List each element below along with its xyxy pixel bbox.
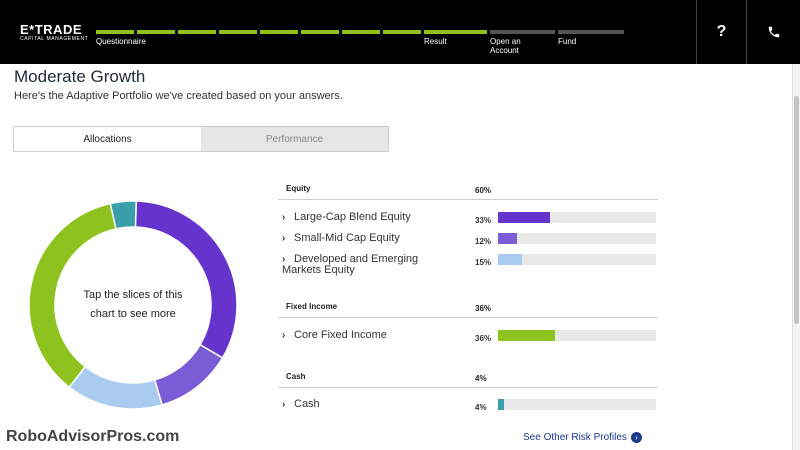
progress-segment — [137, 30, 175, 34]
allocation-bar-fill — [498, 399, 505, 410]
donut-slice[interactable] — [68, 365, 163, 410]
allocation-percent: 36% — [475, 334, 492, 343]
allocation-row[interactable]: › Core Fixed Income 36% — [278, 330, 658, 344]
top-header-bar: E*TRADE CAPITAL MANAGEMENT Questionnaire… — [0, 0, 800, 64]
step-label-fund[interactable]: Fund — [558, 37, 577, 46]
donut-slice[interactable] — [153, 343, 224, 406]
page-subtitle: Here's the Adaptive Portfolio we've crea… — [14, 90, 343, 102]
allocation-bar-track — [498, 233, 656, 244]
tab-performance[interactable]: Performance — [201, 127, 388, 151]
step-label-open-account[interactable]: Open an Account — [490, 37, 521, 55]
section-name: Cash — [286, 372, 306, 381]
section-name: Fixed Income — [286, 302, 338, 311]
phone-button[interactable] — [746, 0, 800, 64]
chevron-right-icon: › — [282, 330, 286, 341]
allocation-bar-fill — [498, 254, 522, 265]
progress-segment — [301, 30, 339, 34]
allocation-name: Cash — [294, 398, 320, 410]
allocation-row[interactable]: › Small-Mid Cap Equity 12% — [278, 233, 658, 247]
donut-center-line2: chart to see more — [90, 308, 176, 320]
allocation-donut-chart — [28, 200, 238, 410]
question-mark-icon: ? — [716, 23, 727, 40]
progress-segment — [558, 30, 624, 34]
tab-allocations[interactable]: Allocations — [14, 127, 201, 151]
allocation-bar-track — [498, 254, 656, 265]
chevron-right-icon: › — [282, 254, 286, 265]
see-other-label: See Other Risk Profiles — [523, 432, 627, 443]
watermark-text: RoboAdvisorPros.com — [6, 428, 180, 445]
donut-slice[interactable] — [109, 200, 138, 230]
see-other-risk-profiles-link[interactable]: See Other Risk Profiles › — [523, 432, 642, 443]
section-header-cash: Cash 4% — [278, 364, 658, 388]
donut-center-line1: Tap the slices of this — [83, 289, 183, 301]
section-header-fixed-income: Fixed Income 36% — [278, 294, 658, 318]
progress-segment — [219, 30, 257, 34]
allocation-name: Small-Mid Cap Equity — [294, 232, 400, 244]
allocation-percent: 4% — [475, 403, 487, 412]
allocation-percent: 33% — [475, 216, 492, 225]
chevron-right-circle-icon: › — [630, 432, 642, 443]
step-label-questionnaire[interactable]: Questionnaire — [96, 37, 146, 46]
donut-center-text: Tap the slices of this chart to see more — [68, 286, 198, 324]
help-button[interactable]: ? — [696, 0, 746, 64]
allocation-bar-track — [498, 330, 656, 341]
section-percent: 36% — [475, 304, 492, 313]
progress-segment — [342, 30, 380, 34]
logo-brand: E*TRADE — [20, 22, 83, 37]
donut-slice[interactable] — [134, 200, 238, 359]
progress-segment — [260, 30, 298, 34]
allocation-name-line2: Markets Equity — [282, 264, 355, 276]
progress-segment — [96, 30, 134, 34]
allocation-bar-fill — [498, 330, 555, 341]
allocation-percent: 12% — [475, 237, 492, 246]
allocation-name: Large-Cap Blend Equity — [294, 211, 411, 223]
allocation-row[interactable]: › Developed and Emerging Markets Equity … — [278, 254, 658, 278]
allocation-row[interactable]: › Cash 4% — [278, 399, 658, 413]
section-percent: 60% — [475, 186, 492, 195]
allocation-bar-fill — [498, 212, 551, 223]
page-scrollbar-thumb[interactable] — [794, 96, 799, 324]
etrade-logo[interactable]: E*TRADE CAPITAL MANAGEMENT — [20, 22, 89, 43]
chevron-right-icon: › — [282, 212, 286, 223]
section-percent: 4% — [475, 374, 487, 383]
chevron-right-icon: › — [282, 233, 286, 244]
chevron-right-icon: › — [282, 399, 286, 410]
view-tabs: Allocations Performance — [13, 126, 389, 152]
step-label-result[interactable]: Result — [424, 37, 447, 46]
allocation-name: Core Fixed Income — [294, 329, 387, 341]
allocation-name: Developed and Emerging — [294, 253, 419, 265]
progress-segment — [490, 30, 555, 34]
logo-subtitle: CAPITAL MANAGEMENT — [20, 36, 89, 42]
progress-segment — [178, 30, 216, 34]
progress-segment — [383, 30, 421, 34]
page-title: Moderate Growth — [14, 67, 146, 86]
allocation-bar-fill — [498, 233, 517, 244]
phone-icon — [768, 26, 779, 38]
allocation-bar-track — [498, 399, 656, 410]
section-header-equity: Equity 60% — [278, 176, 658, 200]
allocation-bar-track — [498, 212, 656, 223]
allocation-percent: 15% — [475, 258, 492, 267]
allocation-row[interactable]: › Large-Cap Blend Equity 33% — [278, 212, 658, 226]
progress-segment — [424, 30, 487, 34]
section-name: Equity — [286, 184, 311, 193]
